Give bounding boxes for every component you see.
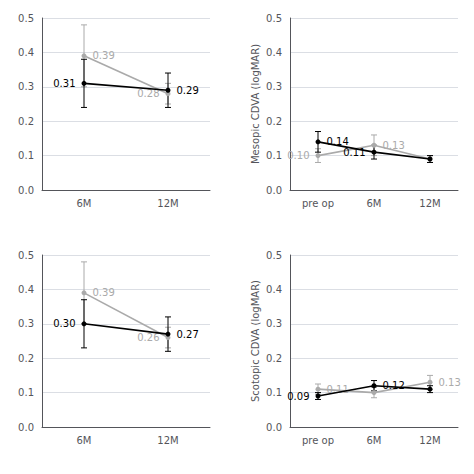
- svg-text:0.39: 0.39: [93, 50, 115, 61]
- svg-text:0.4: 0.4: [266, 284, 282, 295]
- svg-text:0.11: 0.11: [343, 147, 365, 158]
- svg-text:0.1: 0.1: [266, 150, 282, 161]
- svg-text:0.5: 0.5: [18, 250, 34, 261]
- svg-text:0.14: 0.14: [326, 136, 349, 148]
- svg-text:0.12: 0.12: [383, 380, 405, 391]
- svg-text:0.0: 0.0: [18, 422, 34, 433]
- svg-text:12M: 12M: [157, 198, 178, 209]
- svg-text:0.13: 0.13: [383, 140, 405, 151]
- svg-text:0.39: 0.39: [93, 287, 115, 298]
- svg-text:0.4: 0.4: [18, 47, 34, 58]
- svg-text:0.29: 0.29: [177, 85, 199, 96]
- svg-text:0.27: 0.27: [177, 329, 199, 340]
- svg-text:0.31: 0.31: [53, 78, 75, 89]
- svg-text:12M: 12M: [419, 435, 440, 446]
- svg-text:12M: 12M: [157, 435, 178, 446]
- svg-text:0.0: 0.0: [266, 185, 282, 196]
- svg-text:0.2: 0.2: [18, 353, 34, 364]
- svg-text:0.4: 0.4: [266, 47, 282, 58]
- svg-text:0.28: 0.28: [137, 88, 160, 100]
- svg-text:0.3: 0.3: [18, 318, 34, 329]
- svg-text:0.4: 0.4: [18, 284, 34, 295]
- svg-text:Mesopic CDVA (logMAR): Mesopic CDVA (logMAR): [250, 44, 261, 164]
- svg-text:12M: 12M: [419, 198, 440, 209]
- svg-text:0.5: 0.5: [266, 250, 282, 261]
- svg-text:6M: 6M: [367, 198, 382, 209]
- svg-text:pre op: pre op: [302, 435, 334, 446]
- svg-text:0.1: 0.1: [266, 387, 282, 398]
- svg-text:0.3: 0.3: [266, 81, 282, 92]
- svg-text:Scotopic CDVA (logMAR): Scotopic CDVA (logMAR): [250, 280, 261, 402]
- svg-text:0.1: 0.1: [18, 387, 34, 398]
- svg-text:0.3: 0.3: [266, 318, 282, 329]
- svg-text:0.5: 0.5: [18, 13, 34, 24]
- svg-text:0.0: 0.0: [18, 185, 34, 196]
- svg-text:0.10: 0.10: [287, 150, 309, 161]
- svg-text:0.3: 0.3: [18, 81, 34, 92]
- svg-text:0.26: 0.26: [137, 332, 159, 343]
- svg-text:6M: 6M: [77, 435, 92, 446]
- svg-text:0.5: 0.5: [266, 13, 282, 24]
- svg-text:0.13: 0.13: [439, 377, 461, 388]
- svg-text:0.0: 0.0: [266, 422, 282, 433]
- svg-text:0.2: 0.2: [266, 353, 282, 364]
- svg-text:0.30: 0.30: [53, 318, 75, 329]
- svg-text:6M: 6M: [367, 435, 382, 446]
- svg-text:6M: 6M: [77, 198, 92, 209]
- svg-text:0.2: 0.2: [18, 116, 34, 127]
- svg-text:0.2: 0.2: [266, 116, 282, 127]
- svg-text:pre op: pre op: [302, 198, 334, 209]
- svg-text:0.1: 0.1: [18, 150, 34, 161]
- svg-text:0.09: 0.09: [287, 391, 309, 402]
- svg-text:0.11: 0.11: [326, 383, 349, 395]
